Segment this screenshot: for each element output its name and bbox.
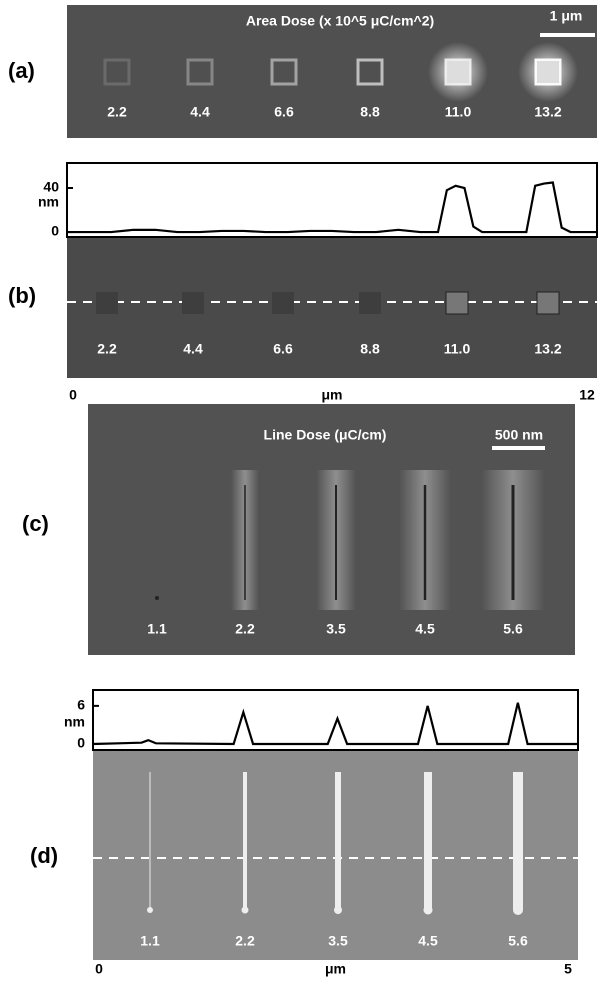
exposed-square bbox=[270, 58, 298, 86]
profile-box bbox=[92, 689, 579, 751]
deposited-line bbox=[149, 772, 151, 910]
line-end bbox=[147, 907, 153, 913]
dose-label: 11.0 bbox=[445, 104, 472, 120]
line-end bbox=[241, 906, 249, 914]
deposited-dot bbox=[155, 596, 159, 600]
dose-label: 6.6 bbox=[274, 104, 294, 120]
dose-label: 4.5 bbox=[418, 933, 438, 949]
scale-bar bbox=[492, 446, 545, 450]
panel-label: (a) bbox=[8, 58, 35, 83]
y-axis-label: nm bbox=[64, 714, 85, 730]
panel-label: (d) bbox=[30, 843, 58, 868]
dose-label: 13.2 bbox=[534, 104, 561, 120]
dose-label: 8.8 bbox=[360, 341, 380, 357]
deposited-line bbox=[424, 772, 432, 910]
line-end bbox=[334, 906, 342, 914]
deposit bbox=[96, 292, 118, 314]
scale-bar-label: 1 μm bbox=[550, 8, 583, 24]
deposited-line bbox=[513, 772, 523, 910]
dose-label: 13.2 bbox=[534, 341, 561, 357]
deposit bbox=[182, 292, 204, 314]
dose-label: 2.2 bbox=[235, 621, 255, 637]
exposed-square bbox=[103, 58, 131, 86]
dose-label: 3.5 bbox=[326, 621, 346, 637]
y-tick-label: 40 bbox=[43, 179, 59, 195]
exposed-square bbox=[534, 58, 562, 86]
scale-bar bbox=[540, 33, 595, 37]
deposit bbox=[445, 291, 469, 315]
exposed-square bbox=[186, 58, 214, 86]
x-axis-label: μm bbox=[325, 961, 346, 977]
dose-label: 2.2 bbox=[235, 933, 255, 949]
dose-label: 1.1 bbox=[140, 933, 160, 949]
dose-label: 5.6 bbox=[503, 621, 523, 637]
line-end bbox=[513, 905, 523, 915]
height-profile bbox=[67, 181, 597, 234]
image-title: Area Dose (x 10^5 μC/cm^2) bbox=[246, 13, 434, 29]
dose-label: 2.2 bbox=[107, 104, 127, 120]
dose-label: 8.8 bbox=[360, 104, 380, 120]
x-axis-label: μm bbox=[321, 387, 342, 403]
dose-label: 1.1 bbox=[147, 621, 167, 637]
dose-label: 4.5 bbox=[415, 621, 435, 637]
dose-label: 5.6 bbox=[508, 933, 528, 949]
exposed-square bbox=[537, 61, 559, 83]
exposed-square bbox=[356, 58, 384, 86]
line-end bbox=[423, 905, 433, 915]
y-tick-label: 0 bbox=[51, 223, 59, 239]
exposed-square bbox=[447, 61, 469, 83]
dose-label: 2.2 bbox=[97, 341, 117, 357]
image-title: Line Dose (μC/cm) bbox=[264, 427, 387, 443]
y-tick-label: 6 bbox=[77, 697, 85, 713]
x-tick-label: 0 bbox=[95, 961, 103, 977]
x-tick-label: 12 bbox=[579, 387, 595, 403]
height-profile bbox=[92, 702, 578, 746]
x-tick-label: 0 bbox=[69, 387, 77, 403]
deposit bbox=[359, 292, 381, 314]
dose-label: 4.4 bbox=[183, 341, 203, 357]
profile-box bbox=[66, 162, 598, 238]
y-tick-label: 0 bbox=[77, 735, 85, 751]
dose-label: 3.5 bbox=[328, 933, 348, 949]
sem-image-a bbox=[67, 5, 597, 138]
exposed-square bbox=[444, 58, 472, 86]
deposit bbox=[536, 291, 560, 315]
panel-label: (c) bbox=[22, 511, 49, 536]
dose-label: 6.6 bbox=[273, 341, 293, 357]
deposit bbox=[272, 292, 294, 314]
dose-label: 11.0 bbox=[444, 341, 471, 357]
x-tick-label: 5 bbox=[564, 961, 572, 977]
afm-image-b bbox=[67, 237, 597, 378]
panel-label: (b) bbox=[8, 283, 36, 308]
deposited-line bbox=[243, 772, 247, 910]
y-axis-label: nm bbox=[38, 194, 59, 210]
deposited-line bbox=[335, 772, 341, 910]
scale-bar-label: 500 nm bbox=[495, 427, 543, 443]
dose-label: 4.4 bbox=[190, 104, 210, 120]
